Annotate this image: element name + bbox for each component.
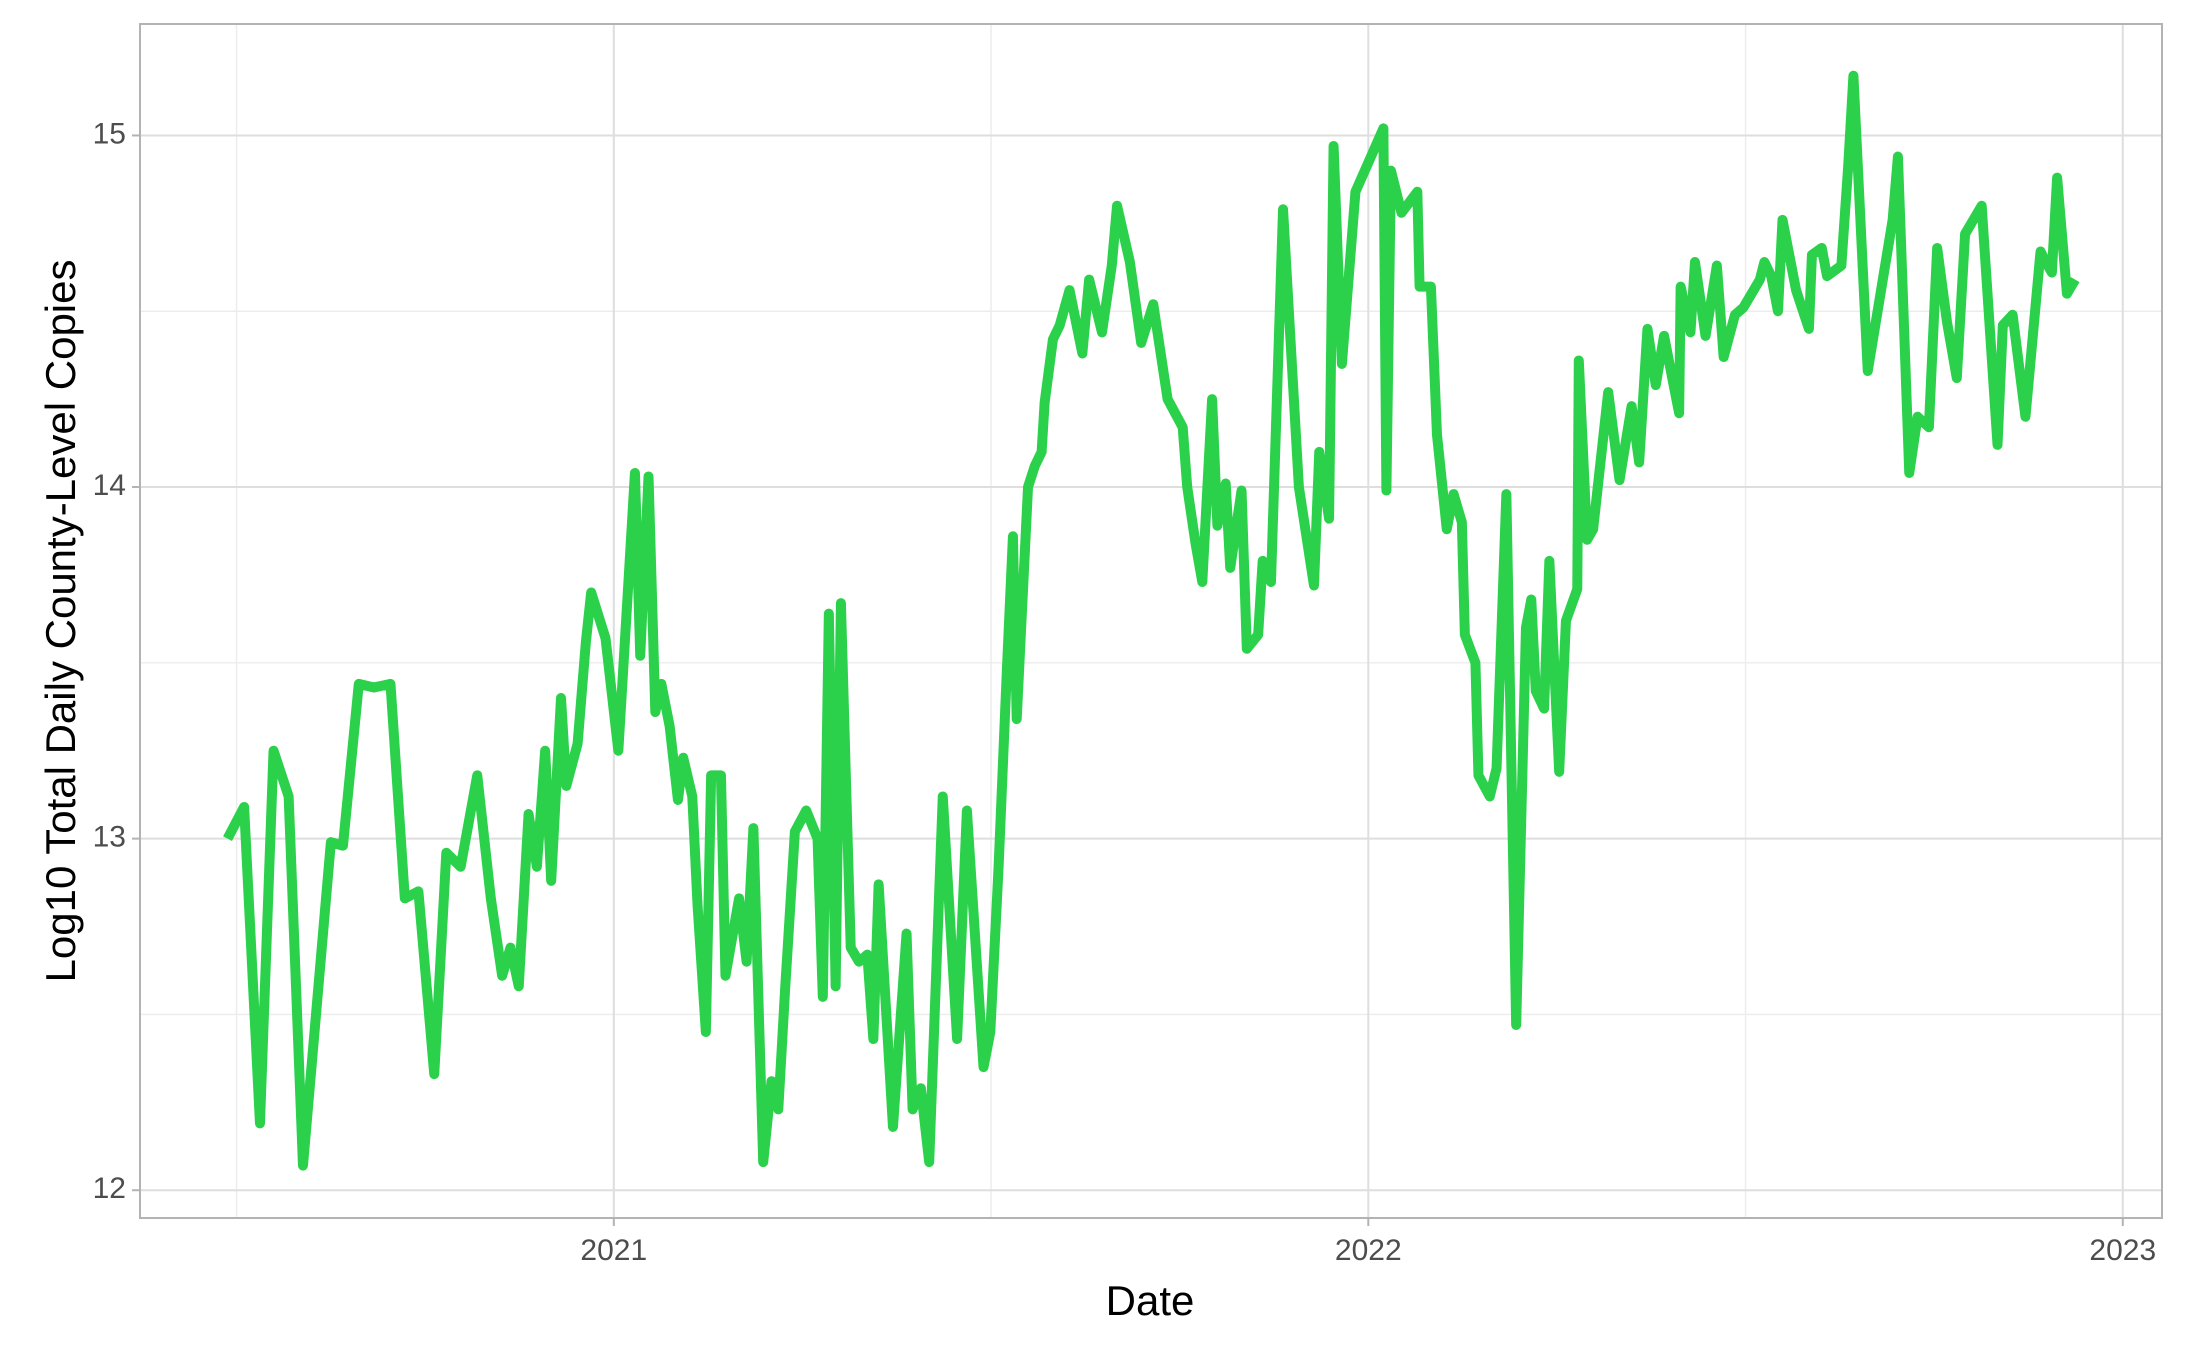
- x-tick-label: 2023: [2089, 1234, 2156, 1267]
- y-tick-label: 12: [93, 1172, 126, 1205]
- x-tick-label: 2022: [1335, 1234, 1402, 1267]
- y-tick-label: 14: [93, 469, 126, 502]
- data-line: [223, 70, 2080, 1171]
- x-tick-label: 2021: [580, 1234, 647, 1267]
- x-axis-title: Date: [1106, 1277, 1195, 1324]
- y-tick-label: 13: [93, 821, 126, 854]
- plot-border: [139, 23, 2163, 1219]
- y-tick-label: 15: [93, 117, 126, 150]
- y-axis-title: Log10 Total Daily County-Level Copies: [37, 260, 84, 983]
